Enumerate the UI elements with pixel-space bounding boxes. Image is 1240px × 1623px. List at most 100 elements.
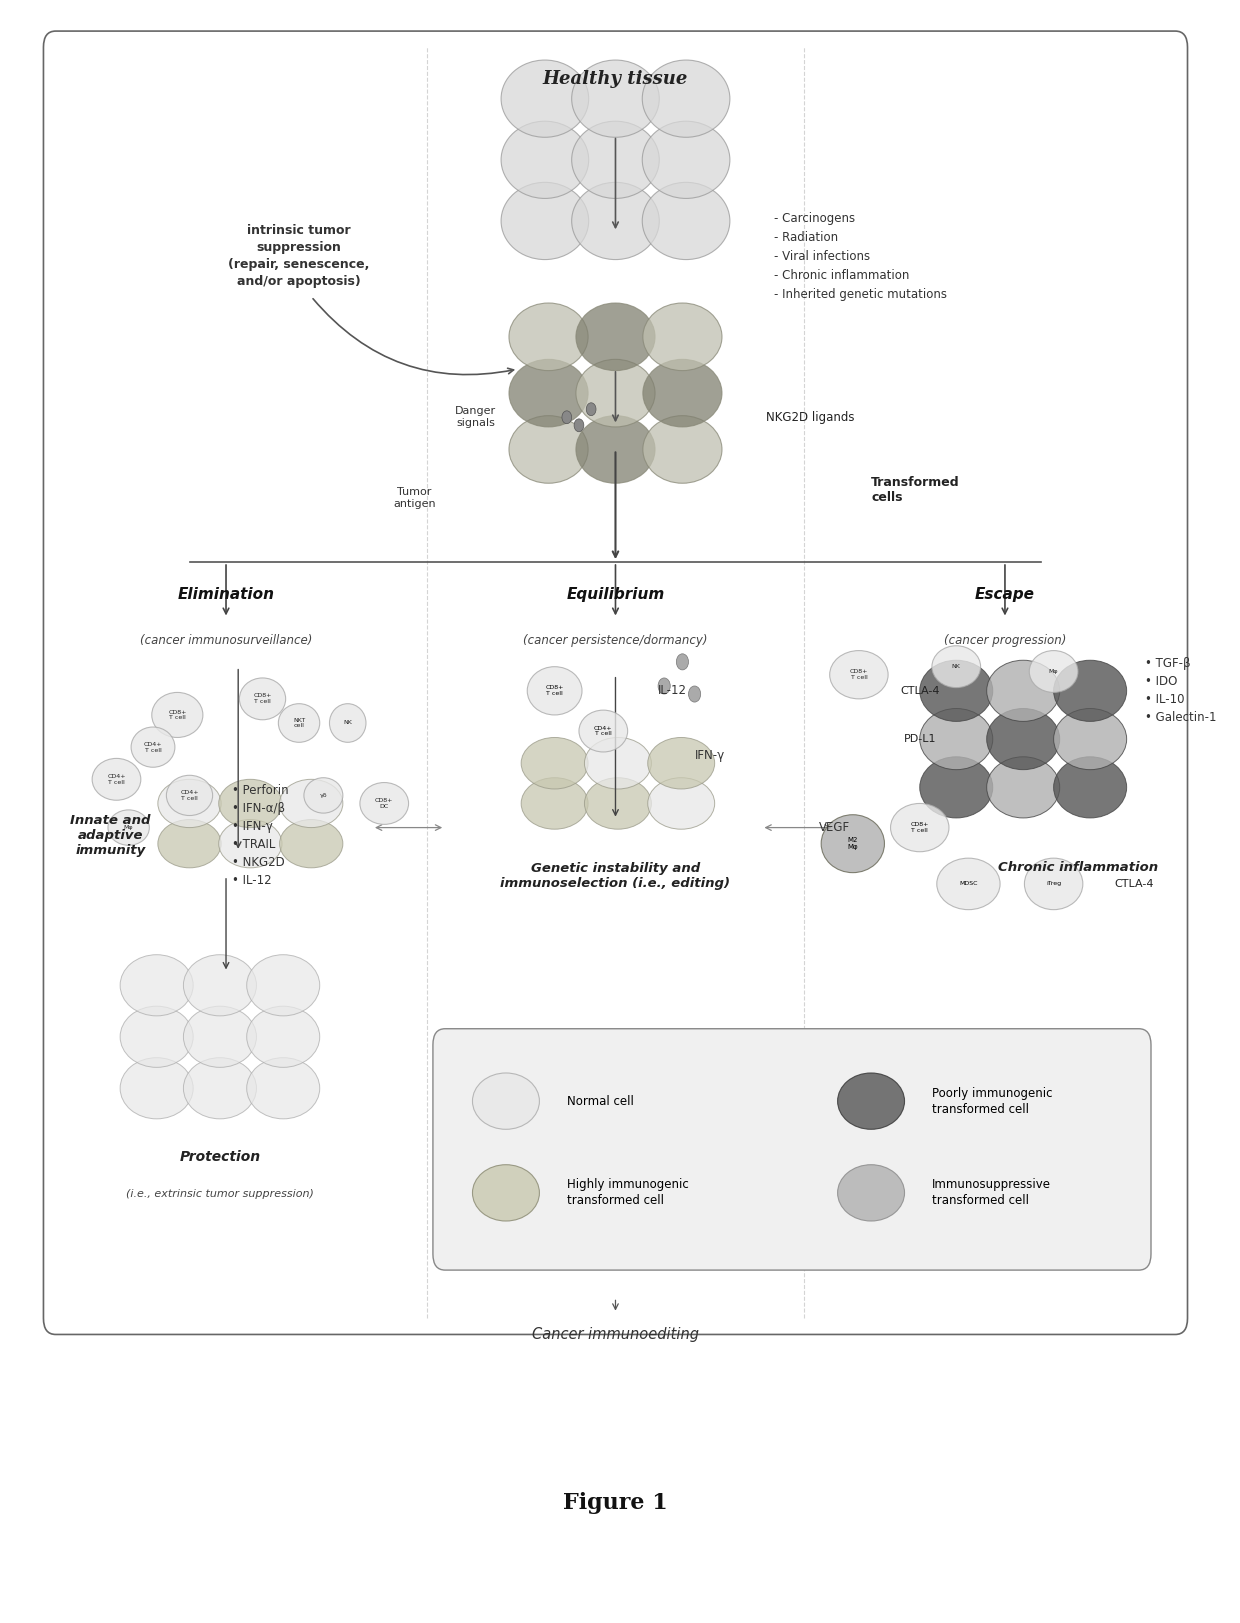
Ellipse shape [584, 737, 651, 789]
Text: Equilibrium: Equilibrium [567, 588, 665, 602]
Ellipse shape [572, 182, 660, 260]
Ellipse shape [572, 122, 660, 198]
Text: CD8+
DC: CD8+ DC [374, 799, 393, 808]
Text: Transformed
cells: Transformed cells [870, 476, 960, 503]
Ellipse shape [575, 415, 655, 484]
Ellipse shape [218, 820, 281, 868]
Ellipse shape [330, 704, 366, 742]
Text: NKG2D ligands: NKG2D ligands [766, 411, 854, 424]
Ellipse shape [987, 661, 1060, 721]
Ellipse shape [472, 1165, 539, 1220]
Ellipse shape [92, 758, 141, 800]
Ellipse shape [890, 803, 949, 852]
Ellipse shape [279, 779, 342, 828]
Text: CD8+
T cell: CD8+ T cell [169, 709, 186, 721]
Ellipse shape [521, 777, 588, 829]
Text: Highly immunogenic
transformed cell: Highly immunogenic transformed cell [567, 1178, 688, 1208]
Circle shape [658, 678, 671, 695]
Text: MDSC: MDSC [960, 881, 977, 886]
Text: Genetic instability and
immunoselection (i.e., editing): Genetic instability and immunoselection … [501, 862, 730, 889]
Ellipse shape [120, 1006, 193, 1068]
Text: Elimination: Elimination [177, 588, 274, 602]
Circle shape [688, 687, 701, 703]
Ellipse shape [151, 693, 203, 737]
Ellipse shape [642, 415, 722, 484]
Ellipse shape [1054, 756, 1127, 818]
Text: VEGF: VEGF [818, 821, 851, 834]
Ellipse shape [647, 777, 714, 829]
Ellipse shape [239, 678, 285, 719]
Ellipse shape [821, 815, 884, 873]
Ellipse shape [579, 711, 627, 751]
Ellipse shape [508, 359, 588, 427]
Ellipse shape [642, 122, 730, 198]
Ellipse shape [157, 779, 221, 828]
Ellipse shape [936, 859, 1001, 909]
Ellipse shape [830, 651, 888, 700]
Text: Escape: Escape [975, 588, 1035, 602]
Text: PD-L1: PD-L1 [904, 734, 936, 743]
Text: Healthy tissue: Healthy tissue [543, 70, 688, 88]
Ellipse shape [1024, 859, 1083, 909]
Text: • Perforin
• IFN-α/β
• IFN-γ
• TRAIL
• NKG2D
• IL-12: • Perforin • IFN-α/β • IFN-γ • TRAIL • N… [232, 784, 289, 888]
Ellipse shape [157, 820, 221, 868]
Ellipse shape [247, 954, 320, 1016]
Ellipse shape [1054, 709, 1127, 769]
Ellipse shape [279, 820, 342, 868]
Circle shape [676, 654, 688, 670]
Text: M2
Mφ: M2 Mφ [847, 837, 858, 850]
Circle shape [562, 411, 572, 424]
Ellipse shape [501, 182, 589, 260]
Ellipse shape [108, 810, 149, 846]
Ellipse shape [527, 667, 582, 716]
Circle shape [574, 419, 584, 432]
Ellipse shape [572, 60, 660, 138]
Ellipse shape [647, 737, 714, 789]
Text: NKT
cell: NKT cell [293, 717, 305, 729]
Ellipse shape [278, 704, 320, 742]
Text: iTreg: iTreg [1047, 881, 1061, 886]
Text: CD8+
T cell: CD8+ T cell [910, 823, 929, 833]
Ellipse shape [642, 304, 722, 370]
Text: Poorly immunogenic
transformed cell: Poorly immunogenic transformed cell [932, 1087, 1053, 1115]
Text: CD4+
T cell: CD4+ T cell [180, 790, 198, 800]
Text: Danger
signals: Danger signals [455, 406, 496, 428]
Ellipse shape [920, 661, 993, 721]
Text: Normal cell: Normal cell [567, 1094, 634, 1107]
Text: (cancer persistence/dormancy): (cancer persistence/dormancy) [523, 635, 708, 648]
Text: Immunosuppressive
transformed cell: Immunosuppressive transformed cell [932, 1178, 1052, 1208]
Ellipse shape [575, 304, 655, 370]
Ellipse shape [304, 777, 342, 813]
Ellipse shape [508, 415, 588, 484]
Text: Figure 1: Figure 1 [563, 1493, 668, 1514]
Ellipse shape [247, 1006, 320, 1068]
Text: • TGF-β
• IDO
• IL-10
• Galectin-1: • TGF-β • IDO • IL-10 • Galectin-1 [1145, 657, 1216, 724]
Ellipse shape [184, 1006, 257, 1068]
Ellipse shape [987, 709, 1060, 769]
Text: Mφ: Mφ [124, 824, 134, 829]
Text: Protection: Protection [180, 1151, 260, 1164]
Text: CD8+
T cell: CD8+ T cell [849, 669, 868, 680]
Ellipse shape [508, 304, 588, 370]
Ellipse shape [184, 1058, 257, 1118]
Ellipse shape [501, 122, 589, 198]
Ellipse shape [575, 359, 655, 427]
Text: NK: NK [343, 721, 352, 725]
Ellipse shape [501, 60, 589, 138]
Text: (i.e., extrinsic tumor suppression): (i.e., extrinsic tumor suppression) [126, 1190, 314, 1199]
Text: Innate and
adaptive
immunity: Innate and adaptive immunity [71, 815, 150, 857]
Ellipse shape [184, 954, 257, 1016]
Ellipse shape [837, 1073, 904, 1130]
Text: CD4+
T cell: CD4+ T cell [144, 742, 162, 753]
Ellipse shape [1054, 661, 1127, 721]
Ellipse shape [247, 1058, 320, 1118]
Ellipse shape [218, 779, 281, 828]
Ellipse shape [987, 756, 1060, 818]
FancyBboxPatch shape [433, 1029, 1151, 1271]
Ellipse shape [642, 60, 730, 138]
Text: IL-12: IL-12 [658, 685, 687, 698]
Ellipse shape [166, 776, 212, 815]
Text: CD8+
T cell: CD8+ T cell [253, 693, 272, 704]
Text: intrinsic tumor
suppression
(repair, senescence,
and/or apoptosis): intrinsic tumor suppression (repair, sen… [228, 224, 370, 289]
Text: (cancer progression): (cancer progression) [944, 635, 1066, 648]
